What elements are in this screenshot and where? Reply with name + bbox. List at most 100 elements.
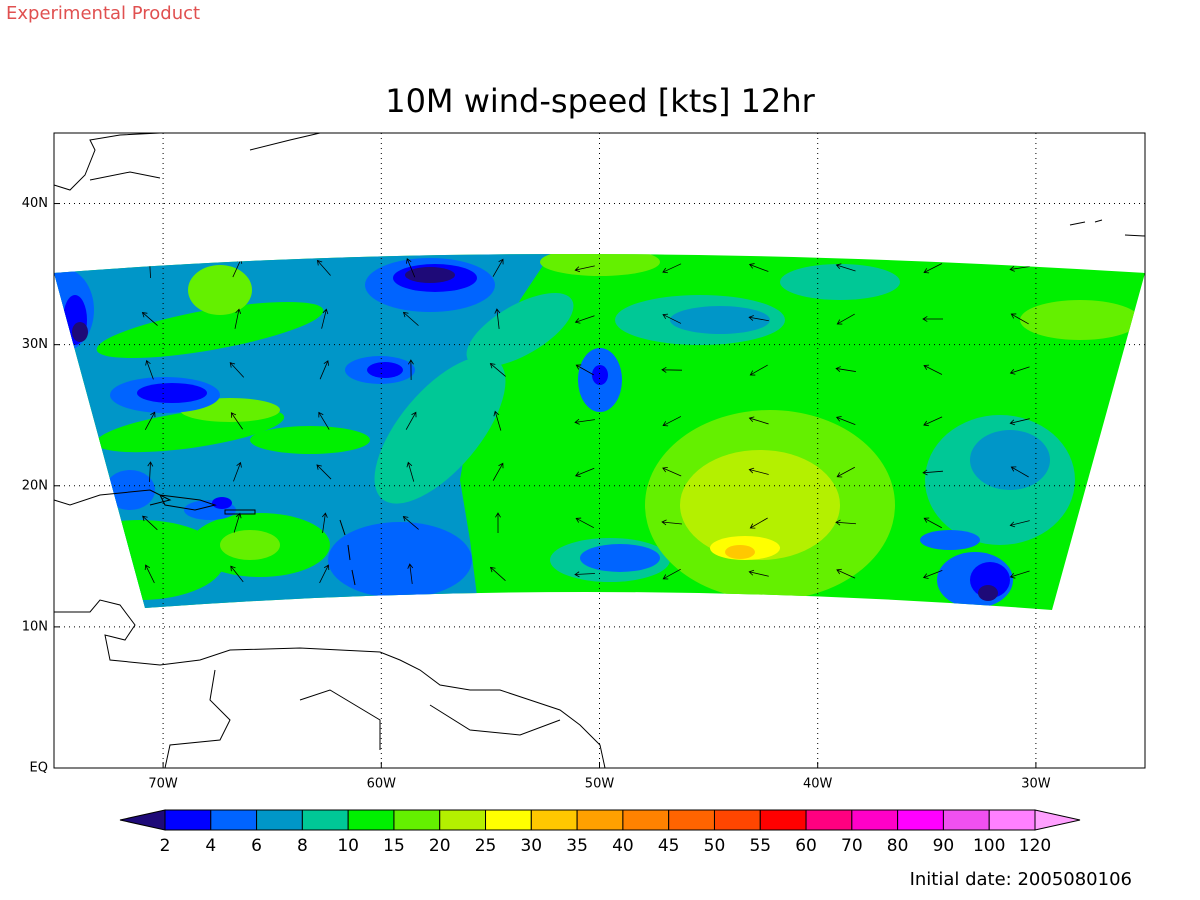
wind-arrow bbox=[405, 411, 417, 430]
wind-arrow bbox=[661, 366, 683, 373]
colorbar-box bbox=[805, 809, 853, 831]
colorbar-box bbox=[347, 809, 395, 831]
wind-arrow bbox=[141, 311, 158, 326]
colorbar-label: 55 bbox=[749, 836, 771, 856]
wind-arrow bbox=[575, 467, 595, 477]
wind-arrow bbox=[1009, 520, 1030, 528]
wind-arrow bbox=[574, 418, 595, 425]
wind-arrow bbox=[492, 462, 504, 481]
colorbar-label: 80 bbox=[887, 836, 909, 856]
wind-arrow bbox=[662, 466, 682, 477]
colorbar-box bbox=[897, 809, 944, 831]
colorbar-label: 45 bbox=[658, 836, 680, 856]
colorbar-label: 25 bbox=[475, 836, 497, 856]
initial-date: Initial date: 2005080106 bbox=[910, 869, 1132, 890]
wind-arrow bbox=[662, 263, 682, 274]
wind-arrow bbox=[233, 512, 242, 533]
wind-arrow bbox=[1010, 313, 1029, 325]
colorbar-label: 20 bbox=[429, 836, 451, 856]
wind-arrow bbox=[749, 517, 768, 529]
wind-arrow bbox=[1010, 466, 1029, 478]
wind-arrow bbox=[836, 568, 856, 579]
wind-arrow bbox=[408, 359, 414, 381]
lat-tick-label: 20N bbox=[22, 478, 48, 493]
colorbar-box bbox=[530, 809, 578, 831]
wind-arrow bbox=[492, 258, 504, 277]
wind-arrow bbox=[407, 563, 414, 584]
colorbar-box bbox=[942, 809, 990, 831]
wind-arrow bbox=[575, 517, 595, 529]
lat-tick-label: 30N bbox=[22, 337, 48, 352]
wind-arrow bbox=[319, 564, 330, 584]
wind-arrow bbox=[494, 308, 501, 329]
wind-arrow bbox=[575, 364, 594, 376]
colorbar-box bbox=[256, 809, 303, 831]
colorbar-box bbox=[301, 809, 349, 831]
colorbar-label: 2 bbox=[160, 836, 171, 856]
wind-arrow bbox=[661, 519, 682, 526]
colorbar-label: 15 bbox=[383, 836, 405, 856]
colorbar-label: 50 bbox=[704, 836, 726, 856]
colorbar-box bbox=[759, 809, 807, 831]
wind-arrow bbox=[923, 263, 943, 274]
wind-arrow bbox=[147, 461, 154, 483]
wind-arrow bbox=[835, 519, 857, 526]
wind-arrow bbox=[229, 362, 245, 378]
wind-field bbox=[54, 254, 1145, 610]
wind-arrow bbox=[922, 469, 943, 476]
wind-arrow bbox=[574, 265, 595, 273]
wind-arrow bbox=[1009, 418, 1030, 426]
wind-arrow bbox=[489, 566, 506, 581]
colorbar-label: 60 bbox=[795, 836, 817, 856]
wind-arrow bbox=[489, 363, 506, 377]
lon-tick-label: 40W bbox=[803, 777, 833, 792]
colorbar-label: 8 bbox=[297, 836, 308, 856]
wind-arrow bbox=[144, 411, 156, 430]
wind-arrow bbox=[1009, 366, 1030, 375]
wind-arrow bbox=[493, 410, 502, 431]
wind-arrow bbox=[923, 364, 943, 375]
wind-arrow bbox=[748, 315, 769, 322]
colorbar: 2 4 6 8 10 15 20 25 30 35 40 45 50 55 60 70 80 90 100 120 bbox=[119, 809, 1081, 856]
colorbar-box bbox=[622, 809, 670, 831]
wind-arrow bbox=[748, 263, 769, 272]
wind-arrow bbox=[316, 259, 331, 276]
wind-arrow bbox=[319, 360, 330, 380]
wind-arrow bbox=[835, 416, 856, 426]
wind-arrow bbox=[318, 411, 330, 430]
wind-arrow bbox=[836, 313, 855, 325]
colorbar-label: 40 bbox=[612, 836, 634, 856]
wind-arrow bbox=[662, 416, 682, 427]
wind-arrow bbox=[142, 515, 158, 531]
wind-arrow bbox=[748, 467, 769, 475]
wind-arrow bbox=[922, 316, 944, 322]
wind-arrow bbox=[574, 315, 595, 324]
colorbar-label: 90 bbox=[933, 836, 955, 856]
colorbar-box bbox=[851, 809, 899, 831]
lat-tick-label: EQ bbox=[30, 761, 48, 776]
lon-tick-label: 30W bbox=[1021, 777, 1051, 792]
colorbar-label: 120 bbox=[1019, 836, 1051, 856]
wind-arrow bbox=[144, 564, 155, 584]
map-title: 10M wind-speed [kts] 12hr bbox=[385, 82, 815, 120]
wind-arrows bbox=[141, 257, 1030, 584]
wind-arrow bbox=[835, 263, 856, 272]
lon-tick-label: 60W bbox=[367, 777, 397, 792]
wind-arrow bbox=[495, 512, 501, 534]
colorbar-box bbox=[713, 809, 761, 831]
wind-arrow bbox=[1009, 570, 1030, 579]
wind-arrow bbox=[748, 416, 769, 425]
wind-arrow bbox=[321, 512, 328, 533]
map-frame bbox=[53, 132, 1146, 769]
colorbar-box bbox=[576, 809, 624, 831]
wind-arrow bbox=[402, 311, 419, 326]
wind-arrow bbox=[574, 571, 596, 578]
wind-arrow bbox=[748, 569, 769, 577]
wind-arrow bbox=[321, 308, 329, 329]
colorbar-label: 70 bbox=[841, 836, 863, 856]
wind-arrow bbox=[233, 461, 242, 482]
colorbar-over bbox=[1034, 809, 1081, 831]
lon-tick-label: 70W bbox=[148, 777, 178, 792]
colorbar-box bbox=[393, 809, 441, 831]
